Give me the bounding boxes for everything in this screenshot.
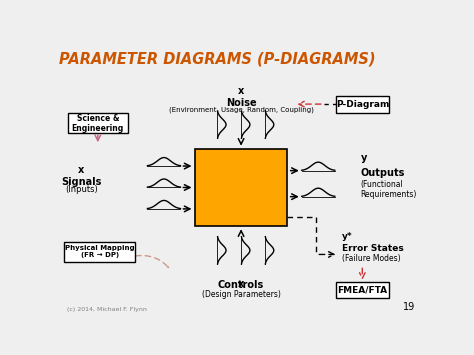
- FancyBboxPatch shape: [64, 242, 136, 262]
- Text: (Functional
Requirements): (Functional Requirements): [360, 180, 417, 199]
- Text: x: x: [238, 279, 244, 289]
- Text: x: x: [238, 86, 244, 96]
- Text: FMEA/FTA: FMEA/FTA: [337, 285, 387, 295]
- Text: Outputs: Outputs: [360, 168, 405, 178]
- Text: (Design Parameters): (Design Parameters): [201, 290, 281, 299]
- Text: 19: 19: [403, 302, 416, 312]
- Text: Signals: Signals: [61, 177, 101, 187]
- Text: (Inputs): (Inputs): [65, 185, 98, 194]
- FancyArrowPatch shape: [136, 256, 168, 268]
- Text: x: x: [78, 165, 84, 175]
- Text: Physical Mapping
(FR → DP): Physical Mapping (FR → DP): [65, 245, 135, 258]
- Text: (c) 2014, Michael F. Flynn: (c) 2014, Michael F. Flynn: [66, 307, 146, 312]
- Text: (Environment, Usage, Random, Coupling): (Environment, Usage, Random, Coupling): [169, 107, 313, 113]
- Text: y*: y*: [342, 232, 353, 241]
- FancyBboxPatch shape: [195, 149, 287, 226]
- Text: Error States: Error States: [342, 244, 404, 252]
- FancyBboxPatch shape: [67, 113, 128, 133]
- Text: Controls: Controls: [218, 280, 264, 290]
- Text: Noise: Noise: [226, 98, 256, 108]
- Text: P-Diagram: P-Diagram: [336, 100, 389, 109]
- Text: y: y: [360, 153, 367, 163]
- Text: (Failure Modes): (Failure Modes): [342, 255, 401, 263]
- Text: Science &
Engineering: Science & Engineering: [72, 114, 124, 133]
- FancyBboxPatch shape: [336, 282, 389, 298]
- FancyBboxPatch shape: [336, 95, 389, 113]
- Text: PARAMETER DIAGRAMS (P-DIAGRAMS): PARAMETER DIAGRAMS (P-DIAGRAMS): [59, 51, 375, 66]
